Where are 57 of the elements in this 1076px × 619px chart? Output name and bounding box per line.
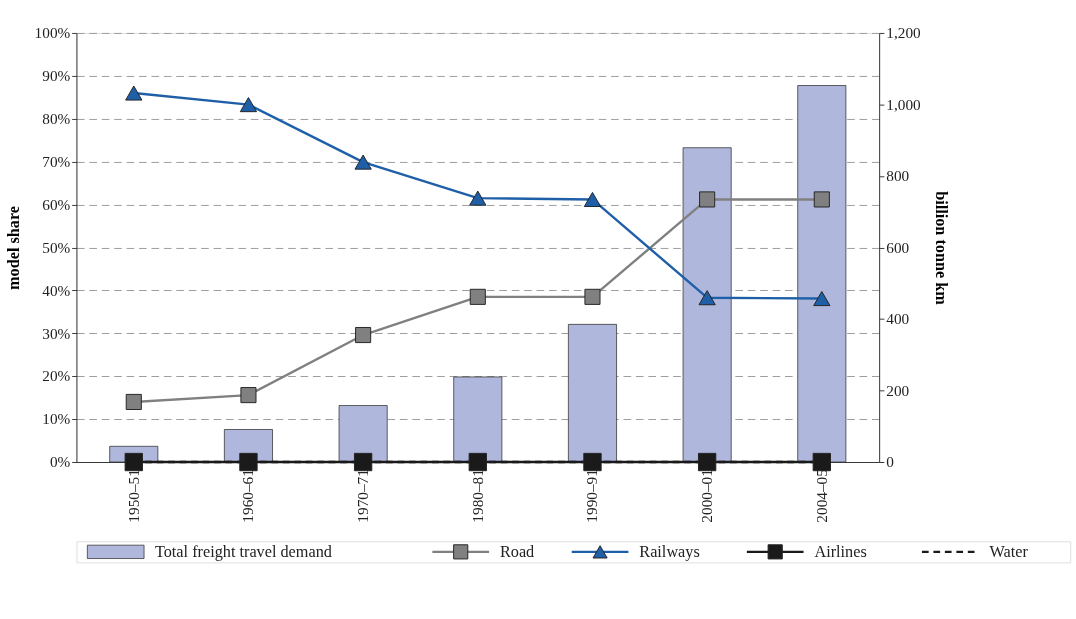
y2-tick-label: 200 [886,381,910,399]
point [355,326,372,344]
point [583,452,602,472]
legend-label: Water [989,542,1029,561]
y-tick-label: 30% [42,324,71,342]
point [239,452,258,472]
y2-tick-label: 800 [886,167,910,185]
y-tick-label: 20% [42,367,71,385]
point [125,393,142,410]
point [469,288,486,305]
legend-label: Road [499,542,535,561]
point [583,191,602,207]
x-tick-label: 1990–91 [583,469,601,523]
legend-label: Railways [639,542,700,561]
point [240,387,257,404]
bar [682,147,732,463]
bar [453,376,503,463]
point [468,452,487,472]
bar [338,405,388,463]
point [239,97,258,113]
y2-tick-label: 0 [886,453,895,471]
legend-label: Airlines [814,542,867,561]
y-tick-label: 80% [42,110,71,128]
x-tick-label: 2000–01 [697,469,715,523]
y-axis-title: model share [5,205,24,290]
y2-tick-label: 1,200 [886,24,922,42]
point [469,190,487,206]
x-tick-label: 1960–61 [239,469,257,523]
y-tick-label: 70% [42,152,71,170]
point [584,288,601,305]
point [354,154,372,170]
y-tick-label: 0% [49,453,71,471]
y-tick-label: 40% [42,281,71,299]
y-tick-label: 10% [42,410,71,428]
y-tick-label: 50% [42,238,71,256]
y-tick-label: 100% [34,24,71,42]
point [813,291,831,307]
point [812,452,831,472]
point [699,191,716,208]
point [124,452,143,472]
bar [568,323,617,463]
point [698,290,716,306]
y-tick-label: 60% [42,195,71,213]
y2-tick-label: 1,000 [886,95,922,113]
point [813,191,830,208]
y2-tick-label: 400 [886,310,910,328]
x-tick-label: 1950–51 [124,469,142,523]
y-tick-label: 90% [42,67,71,85]
point [697,452,717,472]
legend-label: Total freight travel demand [154,542,332,561]
x-tick-label: 2004–05 [812,468,830,523]
y2-axis-title: billion tonne km [932,191,951,306]
y2-tick-label: 600 [886,238,910,256]
x-tick-label: 1980–81 [468,469,486,523]
x-tick-label: 1970–71 [353,469,371,523]
point [125,85,143,101]
point [353,452,373,472]
